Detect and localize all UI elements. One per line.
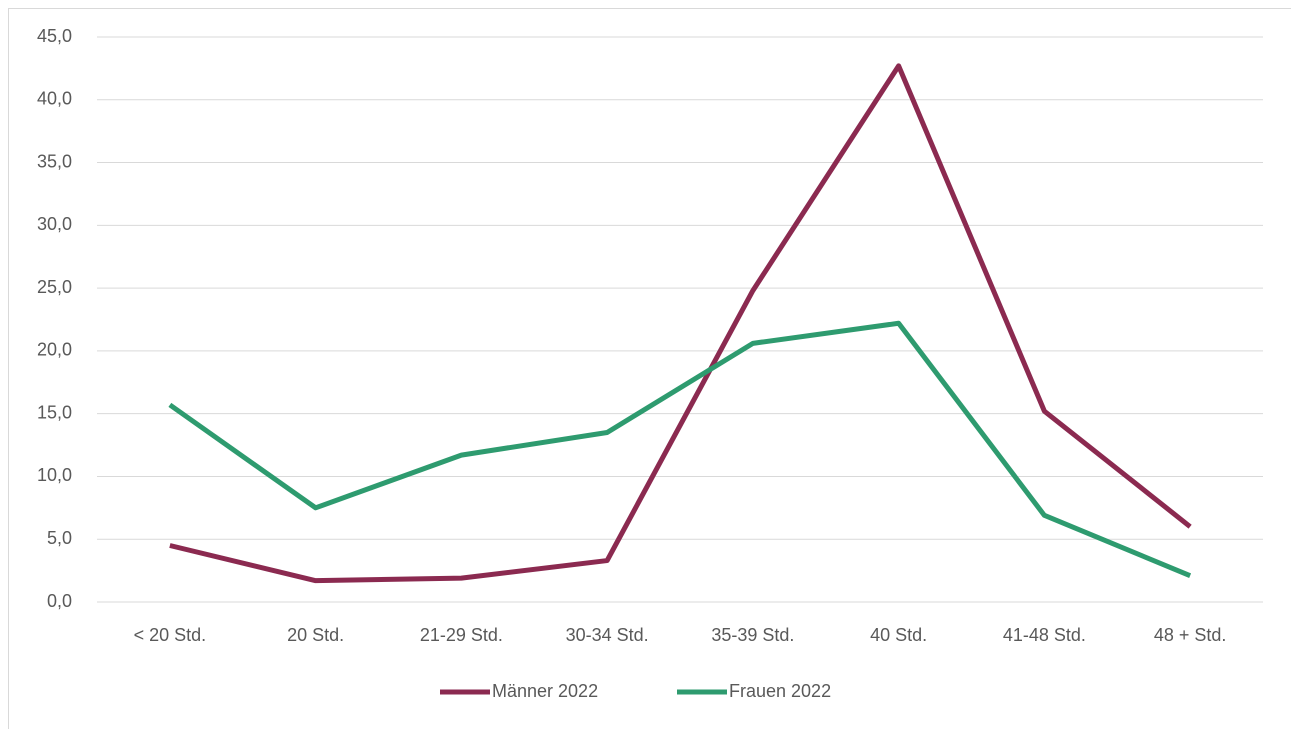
x-tick-label: 20 Std. — [287, 625, 344, 645]
y-tick-label: 20,0 — [37, 340, 72, 360]
legend-label: Frauen 2022 — [729, 681, 831, 701]
y-tick-label: 0,0 — [47, 591, 72, 611]
x-tick-label: 48 + Std. — [1154, 625, 1227, 645]
y-tick-label: 10,0 — [37, 465, 72, 485]
x-tick-label: 21-29 Std. — [420, 625, 503, 645]
y-tick-label: 45,0 — [37, 26, 72, 46]
series-line — [168, 320, 1192, 578]
y-tick-label: 5,0 — [47, 528, 72, 548]
legend-label: Männer 2022 — [492, 681, 598, 701]
x-tick-label: 30-34 Std. — [566, 625, 649, 645]
x-tick-label: 35-39 Std. — [711, 625, 794, 645]
x-tick-label: < 20 Std. — [134, 625, 207, 645]
chart-frame — [8, 8, 1291, 729]
x-tick-label: 40 Std. — [870, 625, 927, 645]
y-tick-label: 35,0 — [37, 151, 72, 171]
y-tick-label: 25,0 — [37, 277, 72, 297]
y-tick-label: 40,0 — [37, 89, 72, 109]
y-tick-label: 15,0 — [37, 402, 72, 422]
x-tick-label: 41-48 Std. — [1003, 625, 1086, 645]
series-line — [169, 63, 1192, 584]
y-tick-label: 30,0 — [37, 214, 72, 234]
